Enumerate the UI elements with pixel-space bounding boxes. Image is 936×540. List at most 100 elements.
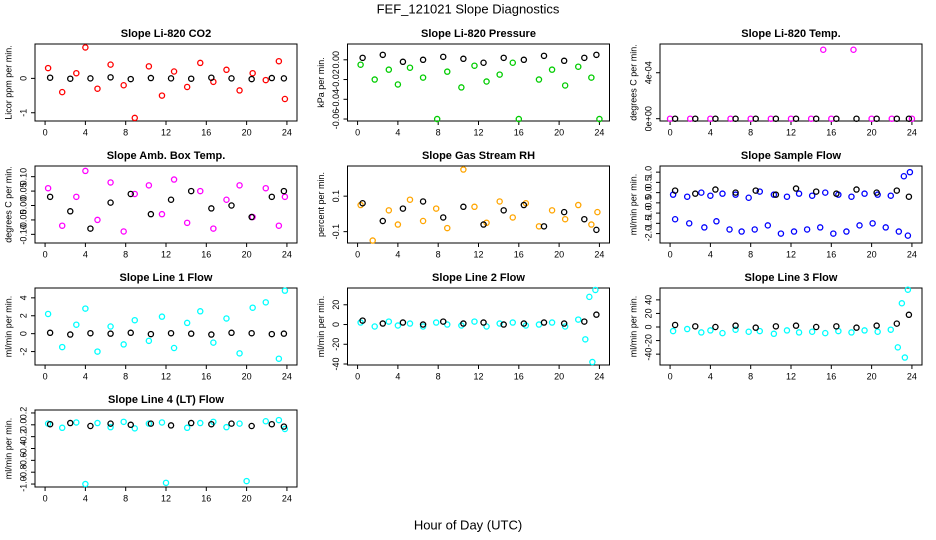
point — [698, 189, 705, 196]
x-tick-label: 4 — [83, 493, 88, 503]
point — [127, 190, 134, 198]
point — [509, 59, 517, 67]
y-tick-label: 0.00 — [18, 197, 28, 215]
point — [593, 226, 600, 234]
point — [560, 208, 568, 216]
point — [170, 344, 178, 352]
x-tick-label: 4 — [395, 127, 400, 137]
point — [853, 186, 860, 193]
point — [46, 74, 54, 81]
point — [228, 202, 235, 209]
panel-title: Slope Line 4 (LT) Flow — [108, 394, 224, 406]
point — [432, 205, 440, 212]
x-tick-label: 20 — [554, 249, 564, 259]
point — [120, 82, 127, 89]
point — [275, 355, 283, 362]
x-tick-label: 16 — [201, 371, 211, 381]
x-tick-label: 4 — [395, 249, 400, 259]
point — [183, 83, 191, 91]
point — [509, 214, 517, 221]
point — [582, 336, 589, 343]
point — [248, 329, 255, 337]
point — [145, 182, 153, 189]
point — [131, 316, 139, 324]
point — [94, 216, 101, 224]
point — [792, 115, 800, 122]
point — [500, 207, 507, 214]
point — [131, 114, 139, 122]
point — [262, 76, 270, 84]
point — [901, 354, 909, 361]
point — [107, 423, 114, 431]
y-tick-label: -1.0 — [18, 476, 28, 492]
point — [905, 311, 913, 319]
point — [596, 115, 603, 123]
figure-title: FEF_121021 Slope Diagnostics — [377, 1, 560, 16]
plot-frame — [347, 43, 610, 122]
point — [46, 193, 54, 201]
point — [561, 82, 569, 89]
y-axis-label: kPa per min. — [316, 57, 326, 108]
point — [480, 59, 487, 67]
y-tick-label: -0.02 — [331, 69, 341, 90]
point — [67, 208, 74, 215]
point — [905, 115, 913, 122]
point — [210, 225, 217, 232]
point — [248, 75, 255, 83]
point — [830, 230, 837, 237]
point — [833, 190, 840, 197]
point — [359, 317, 366, 324]
point — [394, 322, 402, 329]
point — [158, 210, 166, 218]
point — [593, 311, 600, 318]
point — [471, 62, 478, 69]
point — [483, 323, 490, 330]
x-tick-label: 24 — [594, 127, 604, 137]
point — [770, 191, 778, 198]
point — [496, 198, 503, 205]
point — [210, 339, 217, 346]
point — [904, 232, 912, 239]
point — [848, 193, 855, 200]
point — [904, 286, 912, 293]
x-tick-label: 12 — [786, 127, 796, 137]
point — [792, 322, 800, 329]
x-tick-label: 12 — [786, 249, 796, 259]
x-tick-label: 0 — [355, 371, 360, 381]
point — [107, 330, 114, 337]
point — [515, 115, 523, 123]
y-tick-label: 20 — [643, 308, 653, 318]
point — [732, 115, 739, 122]
point — [707, 327, 714, 334]
point — [803, 226, 811, 233]
x-tick-label: 16 — [201, 493, 211, 503]
point — [248, 213, 255, 221]
point — [772, 191, 780, 198]
y-tick-label: -2 — [18, 348, 28, 356]
point — [692, 323, 699, 330]
x-tick-label: 8 — [748, 127, 753, 137]
x-tick-label: 20 — [867, 249, 877, 259]
point — [588, 221, 595, 228]
x-tick-label: 4 — [395, 371, 400, 381]
point — [540, 319, 548, 326]
point — [893, 187, 901, 194]
point — [732, 322, 739, 329]
plot-frame — [347, 165, 610, 244]
x-tick-label: 8 — [748, 371, 753, 381]
point — [683, 193, 691, 200]
point — [893, 320, 901, 327]
panel-title: Slope Line 3 Flow — [745, 272, 838, 284]
point — [561, 323, 569, 330]
point — [500, 321, 507, 328]
x-tick-label: 8 — [748, 249, 753, 259]
point — [280, 423, 288, 430]
point — [208, 74, 215, 81]
panel-title: Slope Line 2 Flow — [432, 272, 525, 284]
plot-frame — [659, 43, 923, 122]
point — [73, 419, 80, 426]
point — [808, 328, 816, 336]
point — [548, 66, 556, 73]
y-axis-label: ml/min per min. — [628, 296, 638, 358]
point — [94, 419, 101, 427]
